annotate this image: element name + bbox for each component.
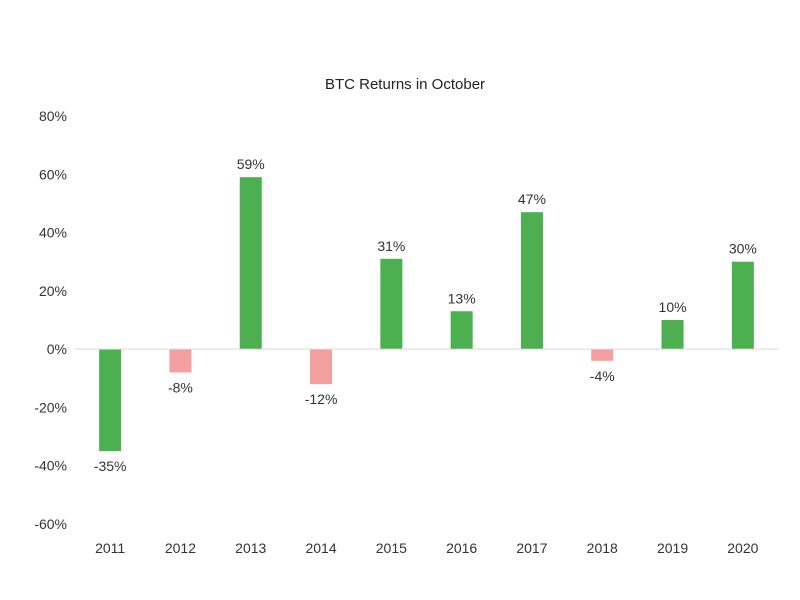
chart-title: BTC Returns in October <box>325 76 485 93</box>
bar-2019 <box>661 320 684 350</box>
y-tick-label: 0% <box>47 341 67 357</box>
x-tick-label: 2016 <box>446 540 477 556</box>
data-label-2016: 13% <box>448 290 476 306</box>
x-tick-label: 2011 <box>95 540 125 556</box>
data-label-2011: -35% <box>94 458 127 474</box>
bar-2014 <box>310 349 333 385</box>
data-label-2012: -8% <box>168 379 193 395</box>
data-label-2020: 30% <box>729 241 757 257</box>
bar-2018 <box>591 349 614 361</box>
y-tick-label: 60% <box>39 166 67 182</box>
x-tick-label: 2018 <box>587 540 618 556</box>
y-tick-label: 40% <box>39 225 67 241</box>
y-axis: 80% 60% 40% 20% 0% -20% -40% -60% <box>34 108 67 532</box>
bar-2015 <box>380 258 403 350</box>
bar-2020 <box>731 261 754 350</box>
data-label-2018: -4% <box>590 368 615 384</box>
bar-2012 <box>169 349 192 373</box>
x-tick-label: 2012 <box>165 540 196 556</box>
bar-2011 <box>99 349 122 452</box>
y-tick-label: 20% <box>39 283 67 299</box>
y-tick-label: -60% <box>34 516 67 532</box>
data-label-2014: -12% <box>305 391 338 407</box>
y-tick-label: -20% <box>34 399 67 415</box>
data-label-2015: 31% <box>377 238 405 254</box>
data-labels: -35% -8% 59% -12% 31% 13% 47% -4% 10% 30% <box>94 156 757 474</box>
x-tick-label: 2020 <box>727 540 758 556</box>
x-axis: 2011 2012 2013 2014 2015 2016 2017 2018 2019 2020 <box>95 540 759 556</box>
data-label-2019: 10% <box>659 299 687 315</box>
x-tick-label: 2014 <box>305 540 336 556</box>
x-tick-label: 2019 <box>657 540 688 556</box>
data-label-2017: 47% <box>518 191 546 207</box>
bar-series <box>99 177 754 452</box>
bar-2013 <box>239 177 262 350</box>
y-tick-label: 80% <box>39 108 67 124</box>
data-label-2013: 59% <box>237 156 265 172</box>
x-tick-label: 2013 <box>235 540 266 556</box>
x-tick-label: 2015 <box>376 540 407 556</box>
bar-2017 <box>520 212 543 350</box>
x-tick-label: 2017 <box>516 540 547 556</box>
y-tick-label: -40% <box>34 458 67 474</box>
bar-2016 <box>450 311 473 350</box>
